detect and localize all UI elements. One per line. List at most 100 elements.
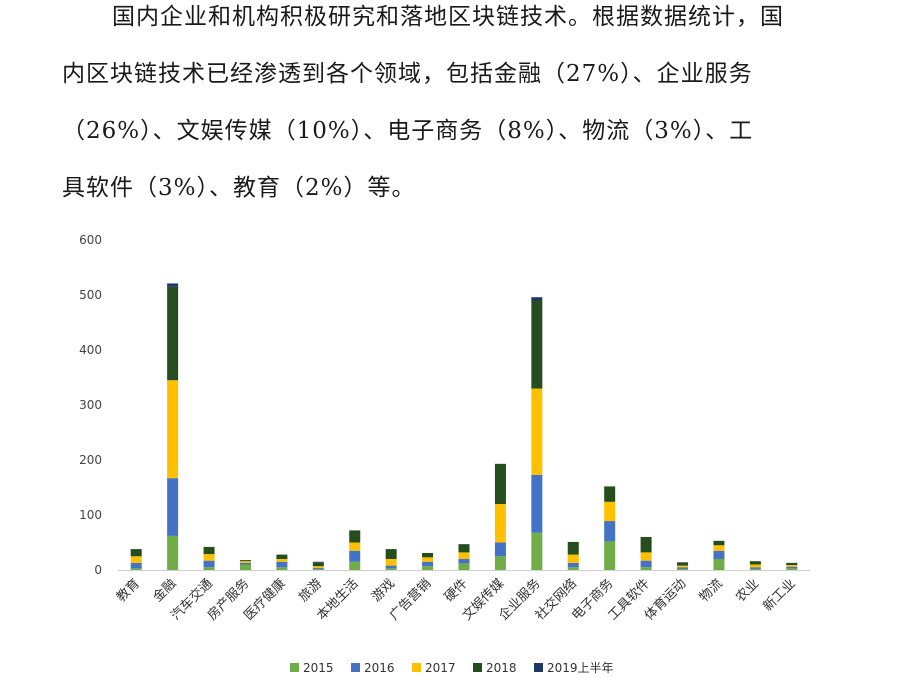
- legend-label: 2015: [303, 661, 334, 675]
- bar-segment-2015-房产服务: [239, 564, 251, 570]
- bar-segment-2015-新工业: [786, 568, 798, 570]
- bar-segment-2016-汽车交通: [203, 560, 215, 568]
- legend-label: 2017: [425, 661, 456, 675]
- bar-segment-2018-物流: [713, 540, 725, 546]
- bar-segment-2016-游戏: [385, 565, 397, 569]
- bar-segment-2015-医疗健康: [276, 567, 288, 570]
- legend-swatch: [290, 663, 299, 672]
- bar-segment-2017-文娱传媒: [494, 504, 506, 543]
- bar-segment-2015-体育运动: [677, 568, 689, 570]
- bars: [130, 283, 798, 570]
- bar-segment-2018-医疗健康: [276, 554, 288, 559]
- bar-segment-2016-企业服务: [531, 474, 543, 533]
- bar-segment-2016-房产服务: [239, 562, 251, 565]
- bar-segment-2018-广告营销: [422, 552, 434, 558]
- bar-segment-2016-文娱传媒: [494, 542, 506, 557]
- bar-segment-2018-文娱传媒: [494, 463, 506, 504]
- bar-segment-2015-农业: [749, 568, 761, 570]
- y-tick-label: 0: [94, 563, 102, 577]
- legend-swatch: [412, 663, 421, 672]
- bar-segment-2015-广告营销: [422, 566, 434, 570]
- bar-segment-2015-本地生活: [349, 561, 361, 570]
- bar-segment-2018-农业: [749, 561, 761, 565]
- bar-segment-2017-物流: [713, 545, 725, 551]
- bar-segment-2016-教育: [130, 562, 142, 569]
- bar-segment-2018-金融: [167, 286, 179, 381]
- bar-segment-2017-广告营销: [422, 557, 434, 562]
- bar-segment-2016-硬件: [458, 559, 470, 564]
- bar-segment-2018-房产服务: [239, 560, 251, 562]
- bar-segment-2017-企业服务: [531, 388, 543, 475]
- bar-segment-2019上半年-金融: [167, 283, 179, 287]
- bar-segment-2018-游戏: [385, 549, 397, 559]
- bar-segment-2018-教育: [130, 549, 142, 557]
- y-tick-label: 200: [79, 453, 102, 467]
- bar-segment-2015-游戏: [385, 568, 397, 570]
- bar-segment-2019上半年-旅游: [312, 561, 324, 563]
- legend-label: 2018: [486, 661, 517, 675]
- bar-segment-2018-电子商务: [604, 486, 616, 502]
- bar-segment-2016-本地生活: [349, 550, 361, 562]
- x-tick-label: 硬件: [442, 576, 471, 605]
- bar-segment-2015-教育: [130, 568, 142, 570]
- bar-segment-2015-工具软件: [640, 567, 652, 570]
- paragraph-line: （26%）、文娱传媒（10%）、电子商务（8%）、物流（3%）、工: [62, 118, 754, 144]
- bar-segment-2017-农业: [749, 564, 761, 568]
- y-tick-label: 100: [79, 508, 102, 522]
- paragraph-line: 国内企业和机构积极研究和落地区块链技术。根据数据统计，国: [112, 4, 784, 30]
- bar-segment-2017-金融: [167, 380, 179, 479]
- paragraph-line: 内区块链技术已经渗透到各个领域，包括金融（27%）、企业服务: [62, 61, 753, 87]
- bar-segment-2018-本地生活: [349, 530, 361, 543]
- bar-segment-2017-教育: [130, 556, 142, 563]
- bar-segment-2017-汽车交通: [203, 554, 215, 561]
- paragraph-line: 具软件（3%）、教育（2%）等。: [62, 175, 416, 201]
- bar-segment-2017-体育运动: [677, 565, 689, 568]
- y-tick-label: 600: [79, 233, 102, 247]
- bar-segment-2016-工具软件: [640, 560, 652, 568]
- bar-segment-2015-社交网络: [567, 567, 579, 570]
- bar-segment-2015-硬件: [458, 563, 470, 570]
- x-tick-label: 物流: [697, 576, 726, 605]
- bar-segment-2017-旅游: [312, 566, 324, 568]
- bar-segment-2018-硬件: [458, 544, 470, 553]
- bar-segment-2018-新工业: [786, 562, 798, 566]
- y-axis: 0 100 200 300 400 500 600: [79, 233, 810, 577]
- bar-segment-2017-新工业: [786, 565, 798, 567]
- bar-segment-2017-电子商务: [604, 501, 616, 522]
- bar-segment-2017-游戏: [385, 559, 397, 566]
- bar-segment-2017-医疗健康: [276, 559, 288, 562]
- bar-segment-2018-汽车交通: [203, 546, 215, 555]
- bar-segment-2015-企业服务: [531, 532, 543, 570]
- bar-segment-2018-企业服务: [531, 300, 543, 389]
- bar-segment-2016-广告营销: [422, 561, 434, 567]
- legend-swatch: [473, 663, 482, 672]
- bar-segment-2015-文娱传媒: [494, 556, 506, 570]
- bar-segment-2016-体育运动: [677, 567, 689, 569]
- bar-segment-2016-旅游: [312, 567, 324, 569]
- bar-segment-2015-金融: [167, 535, 179, 570]
- bar-segment-2015-电子商务: [604, 541, 616, 570]
- x-tick-label: 游戏: [369, 576, 398, 605]
- bar-segment-2015-旅游: [312, 568, 324, 570]
- x-tick-label: 农业: [733, 576, 762, 605]
- bar-segment-2016-电子商务: [604, 521, 616, 542]
- bar-segment-2017-本地生活: [349, 542, 361, 551]
- bar-segment-2017-社交网络: [567, 554, 579, 563]
- bar-segment-2018-社交网络: [567, 541, 579, 555]
- legend-swatch: [534, 663, 543, 672]
- x-tick-label: 教育: [113, 576, 143, 606]
- x-tick-label: 旅游: [296, 576, 325, 605]
- y-tick-label: 500: [79, 288, 102, 302]
- legend: 2015 2016 2017 2018 2019上半年: [290, 661, 614, 675]
- bar-segment-2017-工具软件: [640, 552, 652, 561]
- bar-segment-2016-金融: [167, 478, 179, 536]
- bar-segment-2015-物流: [713, 559, 725, 570]
- bar-segment-2018-工具软件: [640, 537, 652, 553]
- intro-paragraph: 国内企业和机构积极研究和落地区块链技术。根据数据统计，国 内区块链技术已经渗透到…: [62, 0, 842, 228]
- legend-swatch: [351, 663, 360, 672]
- bar-segment-2016-新工业: [786, 566, 798, 569]
- y-tick-label: 300: [79, 398, 102, 412]
- legend-label: 2016: [364, 661, 395, 675]
